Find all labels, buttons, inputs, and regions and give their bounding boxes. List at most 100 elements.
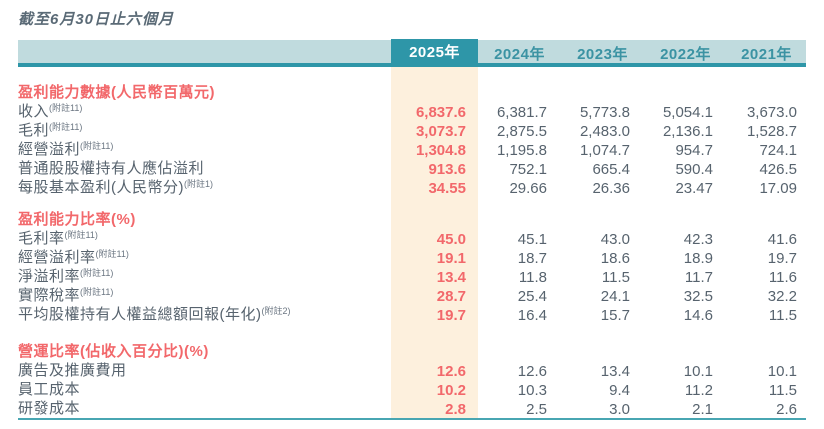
table-row-operating-margin: 經營溢利率(附註11) 19.1 18.7 18.6 18.9 19.7 [18, 248, 806, 267]
value-2025: 34.55 [428, 180, 466, 197]
value-2022: 14.6 [683, 307, 713, 324]
value-2023: 2,483.0 [579, 123, 630, 140]
value-2024: 29.66 [509, 180, 547, 197]
value-2025: 12.6 [436, 363, 466, 380]
value-2025: 913.6 [428, 161, 466, 178]
row-label: 收入 [18, 103, 50, 120]
table-row-staff-costs: 員工成本 10.2 10.3 9.4 11.2 11.5 [18, 380, 806, 399]
value-2024: 752.1 [509, 161, 547, 178]
value-2022: 2,136.1 [662, 123, 713, 140]
section-header-row: 盈利能力數據(人民幣百萬元) [18, 83, 806, 102]
value-2023: 1,074.7 [579, 142, 630, 159]
year-header-2024: 2024年 [494, 46, 545, 63]
table-row-net-margin: 淨溢利率(附註11) 13.4 11.8 11.5 11.7 11.6 [18, 267, 806, 286]
value-2025: 13.4 [436, 269, 466, 286]
value-2025: 3,073.7 [415, 123, 466, 140]
year-header-2022: 2022年 [660, 46, 711, 63]
section-profitability-ratios: 盈利能力比率(%) 毛利率(附註11) 45.0 45.1 43.0 42.3 … [18, 197, 806, 324]
value-2022: 590.4 [675, 161, 713, 178]
value-2025: 1,304.8 [415, 142, 466, 159]
row-label: 廣告及推廣費用 [18, 362, 127, 379]
row-label: 經營溢利 [18, 141, 81, 158]
value-2025: 19.7 [436, 307, 466, 324]
value-2021: 3,673.0 [746, 104, 797, 121]
value-2022: 11.7 [684, 269, 713, 286]
value-2022: 5,054.1 [662, 104, 713, 121]
table-row-gross-profit: 毛利(附註11) 3,073.7 2,875.5 2,483.0 2,136.1… [18, 121, 806, 140]
value-2023: 26.36 [592, 180, 630, 197]
row-note: (附註11) [95, 249, 129, 259]
value-2024: 11.8 [518, 269, 547, 286]
value-2021: 1,528.7 [746, 123, 797, 140]
section-header: 盈利能力比率(%) [18, 211, 136, 228]
row-label: 平均股權持有人權益總額回報(年化) [18, 306, 262, 323]
row-note: (附註11) [64, 230, 98, 240]
value-2024: 10.3 [517, 382, 547, 399]
value-2025: 2.8 [445, 401, 466, 418]
value-2021: 2.6 [776, 401, 797, 418]
value-2024: 6,381.7 [496, 104, 547, 121]
current-year-highlight-column [391, 67, 478, 418]
value-2022: 2.1 [692, 401, 713, 418]
financial-table: 2025年 2024年 2023年 2022年 2021年 盈利能力數據(人民幣… [18, 39, 806, 420]
value-2023: 3.0 [609, 401, 630, 418]
value-2021: 17.09 [759, 180, 797, 197]
value-2021: 11.6 [768, 269, 797, 286]
section-header: 營運比率(佔收入百分比)(%) [18, 343, 209, 360]
table-row-advertising-expense: 廣告及推廣費用 12.6 12.6 13.4 10.1 10.1 [18, 361, 806, 380]
section-header-row: 營運比率(佔收入百分比)(%) [18, 342, 806, 361]
value-2025: 45.0 [436, 231, 466, 248]
row-note: (附註11) [49, 103, 83, 113]
value-2023: 18.6 [600, 250, 630, 267]
year-header-2023: 2023年 [577, 46, 628, 63]
row-note: (附註11) [80, 141, 114, 151]
section-header: 盈利能力數據(人民幣百萬元) [18, 84, 215, 101]
value-2023: 43.0 [600, 231, 630, 248]
value-2023: 24.1 [600, 288, 630, 305]
table-row-revenue: 收入(附註11) 6,837.6 6,381.7 5,773.8 5,054.1… [18, 102, 806, 121]
value-2022: 42.3 [683, 231, 713, 248]
section-profitability-data: 盈利能力數據(人民幣百萬元) 收入(附註11) 6,837.6 6,381.7 … [18, 67, 806, 197]
table-row-effective-tax-rate: 實際稅率(附註11) 28.7 25.4 24.1 32.5 32.2 [18, 286, 806, 305]
value-2024: 16.4 [517, 307, 547, 324]
value-2025: 19.1 [436, 250, 466, 267]
value-2025: 6,837.6 [415, 104, 466, 121]
row-note: (附註11) [80, 268, 114, 278]
value-2022: 18.9 [683, 250, 713, 267]
value-2024: 25.4 [517, 288, 547, 305]
table-row-profit-attributable: 普通股股權持有人應佔溢利 913.6 752.1 665.4 590.4 426… [18, 159, 806, 178]
value-2023: 5,773.8 [579, 104, 630, 121]
value-2021: 41.6 [767, 231, 797, 248]
value-2021: 32.2 [767, 288, 797, 305]
value-2023: 11.5 [601, 269, 630, 286]
value-2022: 10.1 [683, 363, 713, 380]
value-2024: 1,195.8 [496, 142, 547, 159]
row-label: 淨溢利率 [18, 268, 81, 285]
value-2021: 11.5 [768, 307, 797, 324]
row-label: 研發成本 [18, 400, 81, 417]
value-2024: 12.6 [517, 363, 547, 380]
row-label: 每股基本盈利(人民幣分) [18, 179, 184, 196]
value-2024: 45.1 [517, 231, 547, 248]
row-label: 毛利率 [18, 230, 65, 247]
value-2021: 11.5 [768, 382, 797, 399]
value-2024: 18.7 [517, 250, 547, 267]
row-note: (附註11) [80, 287, 114, 297]
row-note: (附註2) [261, 306, 291, 316]
row-label: 經營溢利率 [18, 249, 96, 266]
year-header-2025: 2025年 [391, 39, 478, 66]
table-row-basic-eps: 每股基本盈利(人民幣分)(附註1) 34.55 29.66 26.36 23.4… [18, 178, 806, 197]
value-2021: 10.1 [767, 363, 797, 380]
row-note: (附註1) [184, 179, 213, 189]
row-label: 實際稅率 [18, 287, 81, 304]
value-2021: 19.7 [767, 250, 797, 267]
value-2021: 426.5 [759, 161, 797, 178]
value-2022: 11.2 [684, 382, 713, 399]
value-2022: 23.47 [675, 180, 713, 197]
table-row-operating-profit: 經營溢利(附註11) 1,304.8 1,195.8 1,074.7 954.7… [18, 140, 806, 159]
value-2022: 954.7 [675, 142, 713, 159]
year-header-row: 2025年 2024年 2023年 2022年 2021年 [18, 39, 806, 67]
table-row-rd-costs: 研發成本 2.8 2.5 3.0 2.1 2.6 [18, 399, 806, 418]
value-2023: 15.7 [600, 307, 630, 324]
